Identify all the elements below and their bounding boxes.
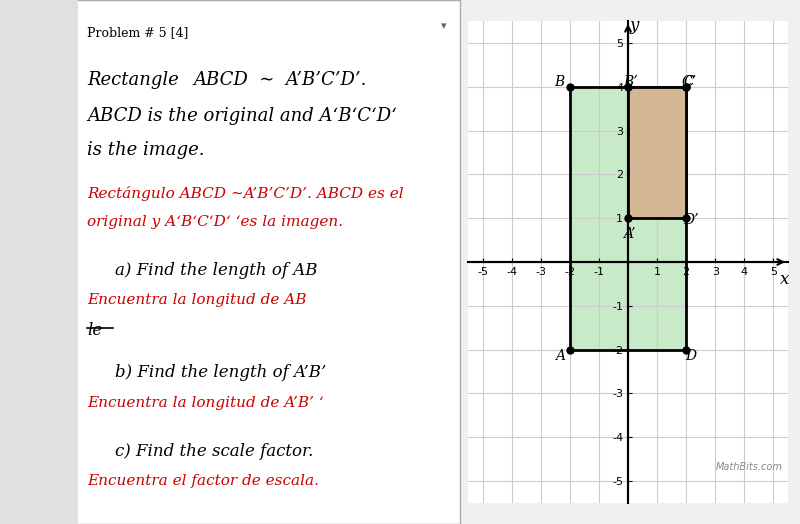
Text: original y A‘B‘C‘D‘ ‘es la imagen.: original y A‘B‘C‘D‘ ‘es la imagen. <box>87 215 343 229</box>
Text: Encuentra la longitud de AB: Encuentra la longitud de AB <box>87 293 307 308</box>
Text: a) Find the length of AB: a) Find the length of AB <box>115 262 318 279</box>
Text: ABCD  ∼  A’B’C’D’.: ABCD ∼ A’B’C’D’. <box>193 71 366 89</box>
Polygon shape <box>628 86 686 218</box>
Text: B: B <box>554 75 565 89</box>
Text: y: y <box>629 17 638 34</box>
Text: le: le <box>87 322 102 339</box>
Text: C’: C’ <box>682 75 697 89</box>
Text: D’: D’ <box>682 213 698 227</box>
Text: MathBits.com: MathBits.com <box>715 462 782 472</box>
Text: D: D <box>685 349 696 363</box>
Text: C: C <box>684 75 694 89</box>
Text: Problem # 5 [4]: Problem # 5 [4] <box>87 26 189 39</box>
Text: A’: A’ <box>623 226 636 241</box>
FancyBboxPatch shape <box>0 0 460 524</box>
Text: is the image.: is the image. <box>87 141 205 159</box>
Text: x: x <box>781 271 790 288</box>
Text: ▾: ▾ <box>441 21 446 31</box>
Text: Encuentra el factor de escala.: Encuentra el factor de escala. <box>87 474 319 488</box>
FancyBboxPatch shape <box>0 0 78 524</box>
Text: Rectángulo ABCD ∼A’B’C’D’. ABCD es el: Rectángulo ABCD ∼A’B’C’D’. ABCD es el <box>87 186 404 201</box>
Polygon shape <box>570 86 686 350</box>
Text: A: A <box>554 349 565 363</box>
Text: b) Find the length of A’B’: b) Find the length of A’B’ <box>115 364 326 381</box>
Text: Rectangle: Rectangle <box>87 71 185 89</box>
Text: Encuentra la longitud de A’B’ ‘: Encuentra la longitud de A’B’ ‘ <box>87 396 324 410</box>
Text: c) Find the scale factor.: c) Find the scale factor. <box>115 443 314 460</box>
Text: B’: B’ <box>623 75 638 89</box>
Text: ABCD is the original and A‘B‘C‘D‘: ABCD is the original and A‘B‘C‘D‘ <box>87 107 398 125</box>
